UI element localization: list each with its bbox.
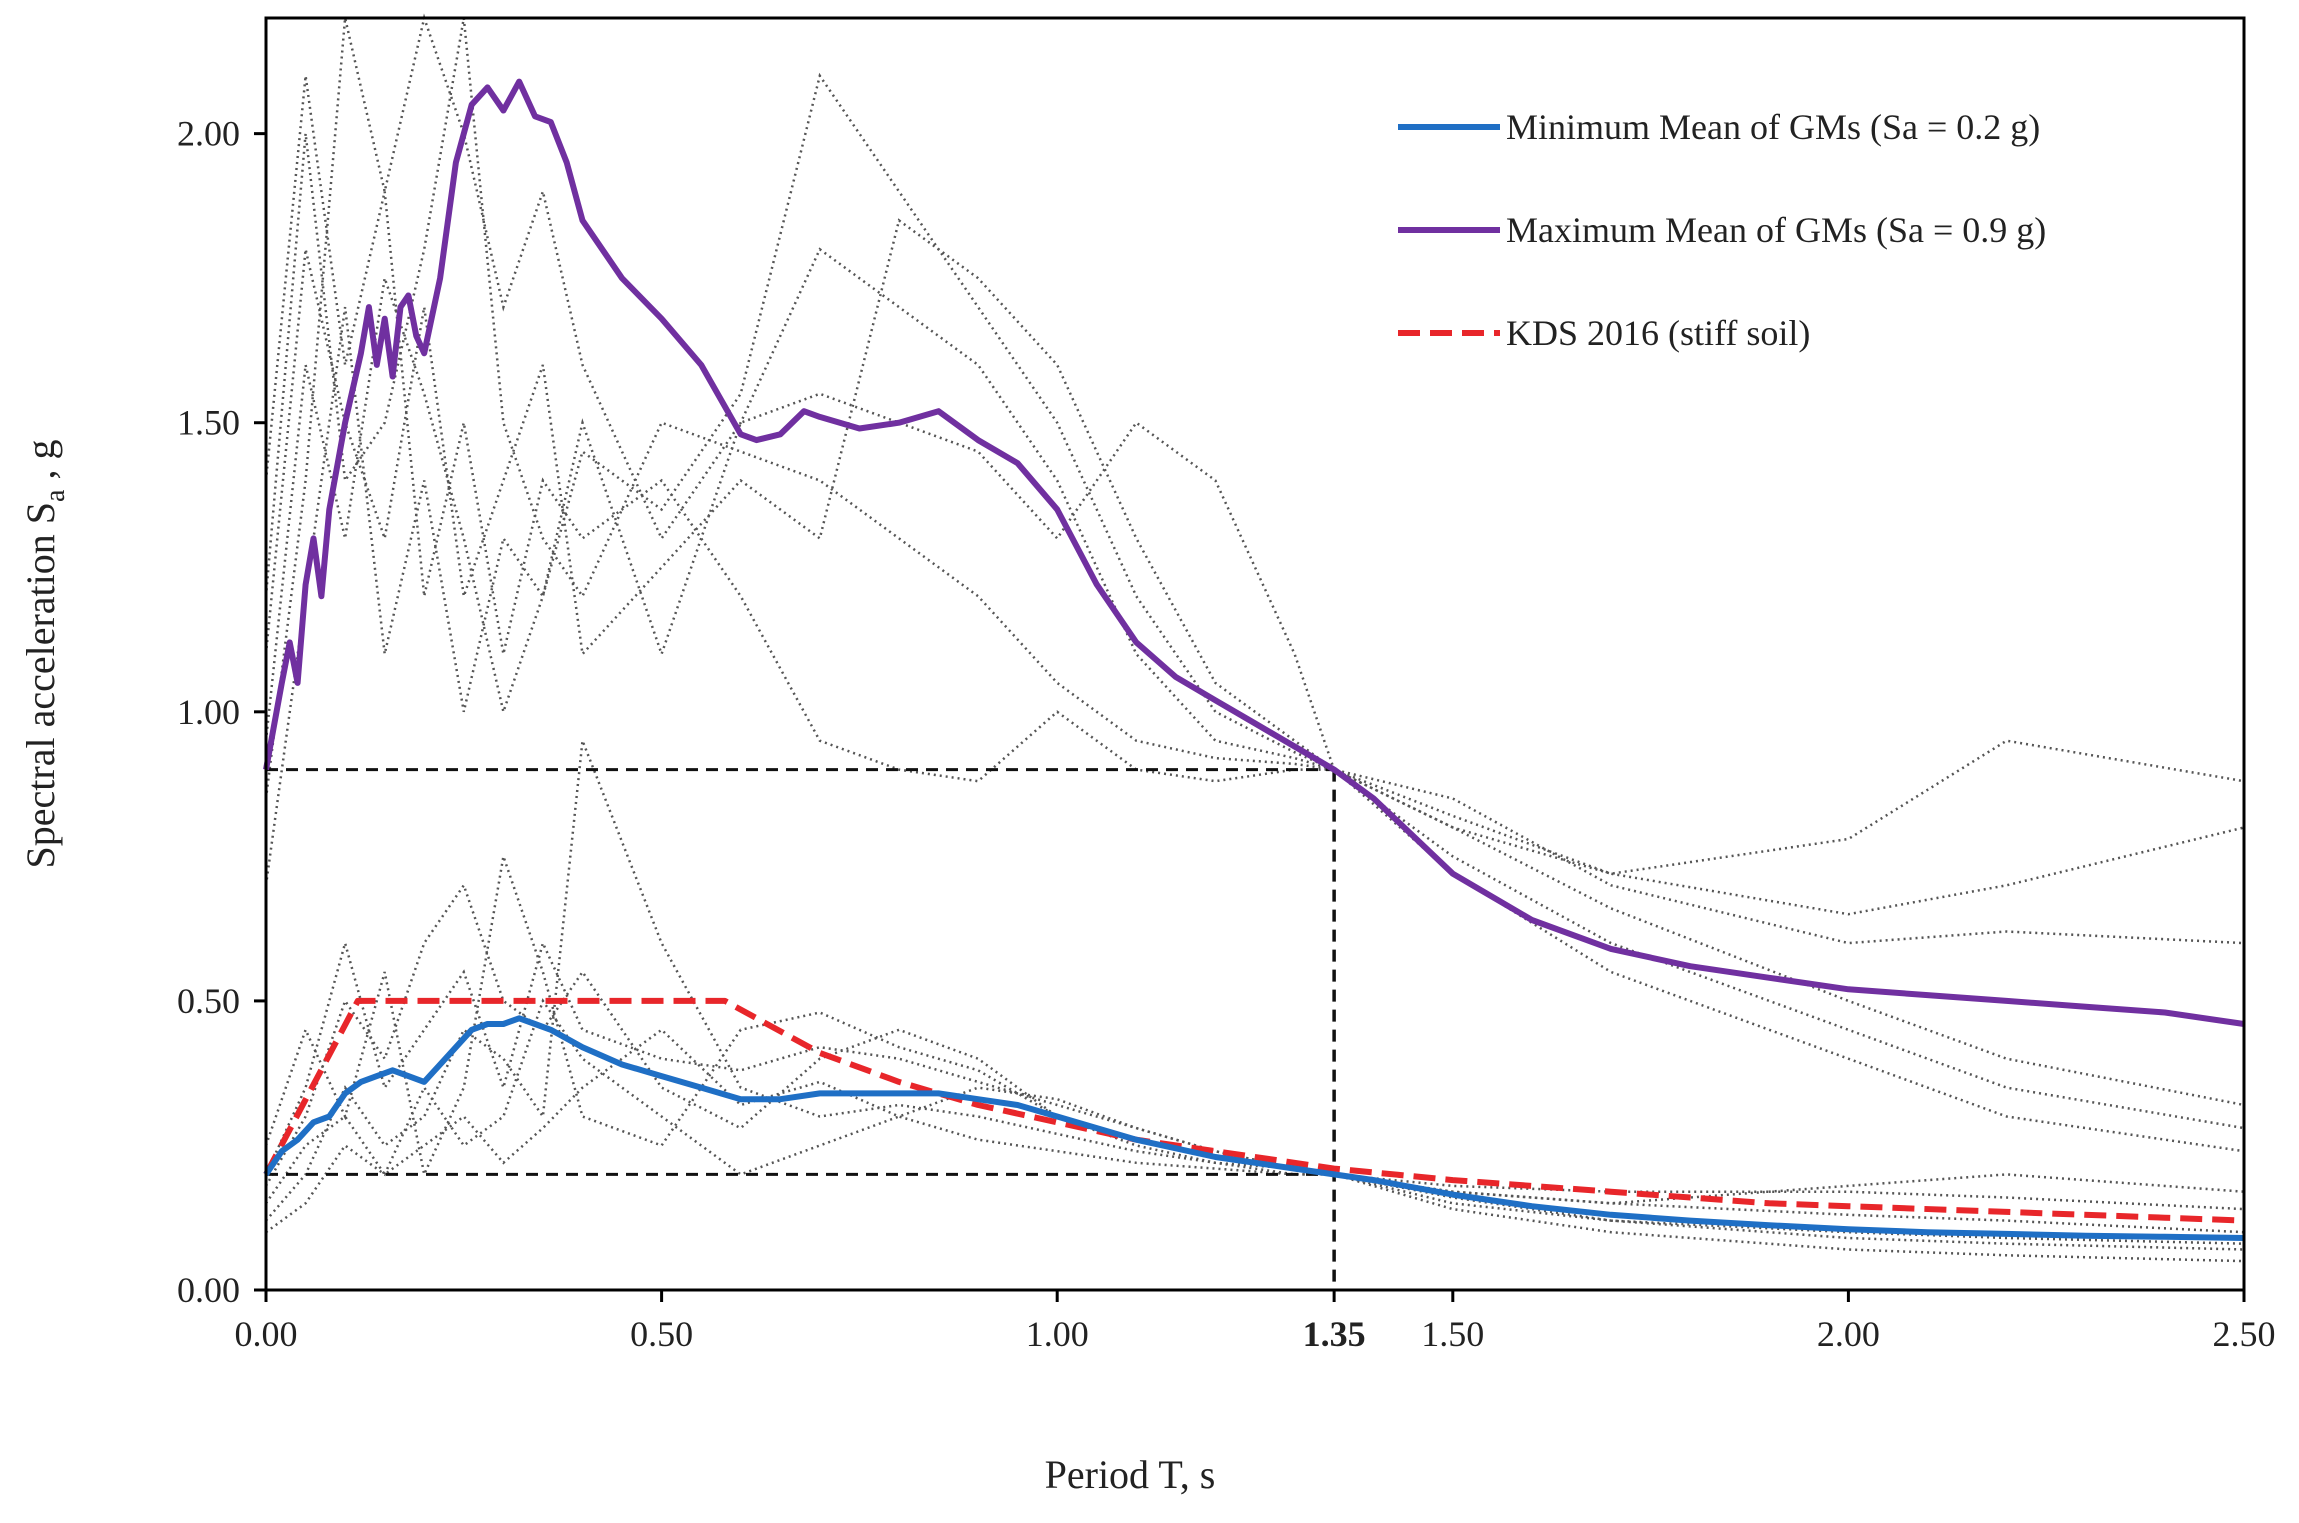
x-tick-label-3: 1.35 bbox=[1303, 1314, 1366, 1354]
x-tick-label-0: 0.00 bbox=[235, 1314, 298, 1354]
series-min-mean-line bbox=[263, 1015, 2245, 1241]
legend-label-max-mean: Maximum Mean of GMs (Sa = 0.9 g) bbox=[1506, 210, 2046, 250]
series-layer bbox=[263, 78, 2245, 1241]
y-axis-title-unit: , g bbox=[18, 440, 63, 490]
y-tick-label-0: 0.00 bbox=[177, 1270, 240, 1310]
ground-motion-min-4 bbox=[265, 998, 2245, 1234]
series-max-mean-line bbox=[263, 78, 2245, 1027]
y-axis-title-main: Spectral acceleration S bbox=[18, 502, 63, 868]
plot-frame bbox=[264, 16, 2246, 1292]
legend: Minimum Mean of GMs (Sa = 0.2 g) Maximum… bbox=[1398, 107, 2046, 353]
y-tick-label-4: 2.00 bbox=[177, 114, 240, 154]
ground-motion-max-5 bbox=[264, 72, 2245, 1107]
y-axis-title: Spectral acceleration Sa , g bbox=[18, 440, 71, 869]
x-tick-label-2: 1.00 bbox=[1026, 1314, 1089, 1354]
legend-label-kds: KDS 2016 (stiff soil) bbox=[1506, 313, 1810, 353]
ground-motion-min-5 bbox=[264, 938, 2245, 1263]
reference-lines-layer bbox=[266, 768, 1336, 1290]
y-tick-label-2: 1.00 bbox=[177, 692, 240, 732]
ground-motion-max-1 bbox=[264, 13, 2245, 1130]
y-axis-title-subscript: a bbox=[40, 489, 71, 502]
x-tick-label-1: 0.50 bbox=[630, 1314, 693, 1354]
x-ticks-layer: 0.00 0.50 1.00 1.35 1.50 2.00 2.50 bbox=[235, 1290, 2276, 1354]
x-tick-label-4: 1.50 bbox=[1421, 1314, 1484, 1354]
legend-label-min-mean: Minimum Mean of GMs (Sa = 0.2 g) bbox=[1506, 107, 2040, 147]
y-tick-label-3: 1.50 bbox=[177, 403, 240, 443]
ground-motion-min-6 bbox=[264, 1028, 2245, 1234]
y-ticks-layer: 0.00 0.50 1.00 1.50 2.00 bbox=[177, 114, 266, 1310]
ground-motion-max-3 bbox=[264, 306, 2245, 886]
x-tick-label-6: 2.50 bbox=[2213, 1314, 2276, 1354]
x-axis-title: Period T, s bbox=[1045, 1452, 1216, 1497]
ground-motion-min-1 bbox=[264, 882, 2245, 1251]
x-tick-label-5: 2.00 bbox=[1817, 1314, 1880, 1354]
y-tick-label-1: 0.50 bbox=[177, 981, 240, 1021]
series-kds-2016-line bbox=[263, 997, 2245, 1224]
